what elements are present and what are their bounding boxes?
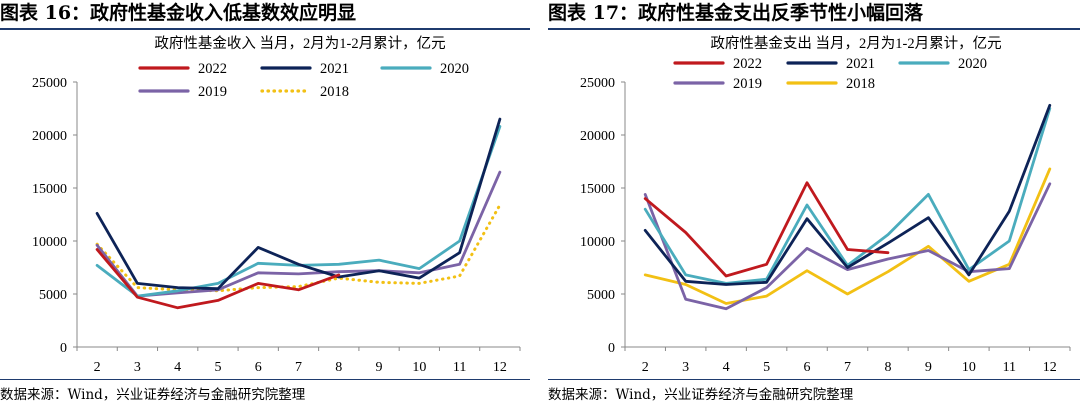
y-tick-label: 10000 [580, 235, 615, 250]
x-tick-label: 3 [682, 360, 689, 375]
y-tick-label: 10000 [32, 235, 67, 250]
x-tick-label: 12 [493, 360, 507, 375]
legend-label-2022: 2022 [733, 56, 762, 72]
legend-label-2021: 2021 [846, 56, 875, 72]
series-line-2018 [95, 203, 502, 293]
series-line-2020 [95, 125, 502, 298]
y-tick-label: 15000 [580, 182, 615, 197]
figure-title: 图表 16：政府性基金收入低基数效应明显 [0, 2, 357, 24]
source-divider [548, 379, 1080, 380]
series-line-2021 [643, 103, 1052, 286]
chart-subtitle: 政府性基金支出 当月，2月为1-2月累计，亿元 [710, 35, 1001, 52]
x-tick-label: 8 [884, 360, 891, 375]
x-tick-label: 4 [723, 360, 730, 375]
x-tick-label: 8 [335, 360, 342, 375]
source-note: 数据来源：Wind，兴业证券经济与金融研究院整理 [0, 387, 306, 403]
series-line-2020 [643, 107, 1052, 285]
y-tick-label: 0 [608, 341, 615, 356]
series-line-2022 [95, 248, 341, 310]
series-line-2019 [643, 182, 1052, 311]
legend-label-2021: 2021 [320, 61, 349, 77]
x-tick-label: 5 [214, 360, 221, 375]
series-line-2019 [95, 170, 502, 298]
x-tick-label: 3 [134, 360, 141, 375]
series-line-2018 [643, 167, 1052, 305]
series-line-2022 [643, 181, 890, 278]
figure-title: 图表 17：政府性基金支出反季节性小幅回落 [548, 2, 924, 24]
y-tick-label: 25000 [580, 76, 615, 91]
y-tick-label: 5000 [39, 288, 67, 303]
x-tick-label: 5 [763, 360, 770, 375]
x-tick-label: 6 [255, 360, 262, 375]
legend-label-2020: 2020 [440, 61, 469, 77]
legend-label-2022: 2022 [198, 61, 227, 77]
y-tick-label: 20000 [580, 129, 615, 144]
chart-panel-expenditure: 图表 17：政府性基金支出反季节性小幅回落 政府性基金支出 当月，2月为1-2月… [548, 0, 1080, 403]
chart-panel-revenue: 图表 16：政府性基金收入低基数效应明显 政府性基金收入 当月，2月为1-2月累… [0, 0, 530, 403]
title-divider [0, 28, 530, 30]
title-divider [548, 28, 1080, 30]
legend-label-2018: 2018 [320, 84, 349, 100]
x-tick-label: 6 [804, 360, 811, 375]
series-line-2021 [95, 117, 502, 291]
y-tick-label: 15000 [32, 182, 67, 197]
legend-label-2018: 2018 [846, 76, 875, 92]
legend-label-2020: 2020 [958, 56, 987, 72]
x-tick-label: 2 [94, 360, 101, 375]
line-chart-revenue: 政府性基金收入 当月，2月为1-2月累计，亿元 0 5000 10000 15000 20… [32, 35, 521, 375]
x-tick-label: 7 [844, 360, 851, 375]
y-tick-label: 5000 [587, 288, 615, 303]
x-tick-label: 11 [1003, 360, 1016, 375]
x-tick-label: 12 [1043, 360, 1057, 375]
chart-subtitle: 政府性基金收入 当月，2月为1-2月累计，亿元 [154, 35, 445, 52]
y-tick-label: 25000 [32, 76, 67, 91]
x-tick-label: 2 [642, 360, 649, 375]
legend-label-2019: 2019 [733, 76, 762, 92]
source-divider [0, 379, 530, 380]
x-tick-label: 10 [962, 360, 976, 375]
legend-label-2019: 2019 [198, 84, 227, 100]
x-tick-label: 10 [412, 360, 426, 375]
x-tick-label: 9 [376, 360, 383, 375]
x-tick-label: 9 [925, 360, 932, 375]
y-tick-label: 0 [60, 341, 67, 356]
y-tick-label: 20000 [32, 129, 67, 144]
line-chart-expenditure: 政府性基金支出 当月，2月为1-2月累计，亿元 0 5000 10000 15000 20… [580, 35, 1071, 375]
x-tick-label: 7 [295, 360, 302, 375]
x-tick-label: 4 [174, 360, 181, 375]
x-tick-label: 11 [453, 360, 466, 375]
source-note: 数据来源：Wind，兴业证券经济与金融研究院整理 [548, 387, 854, 403]
